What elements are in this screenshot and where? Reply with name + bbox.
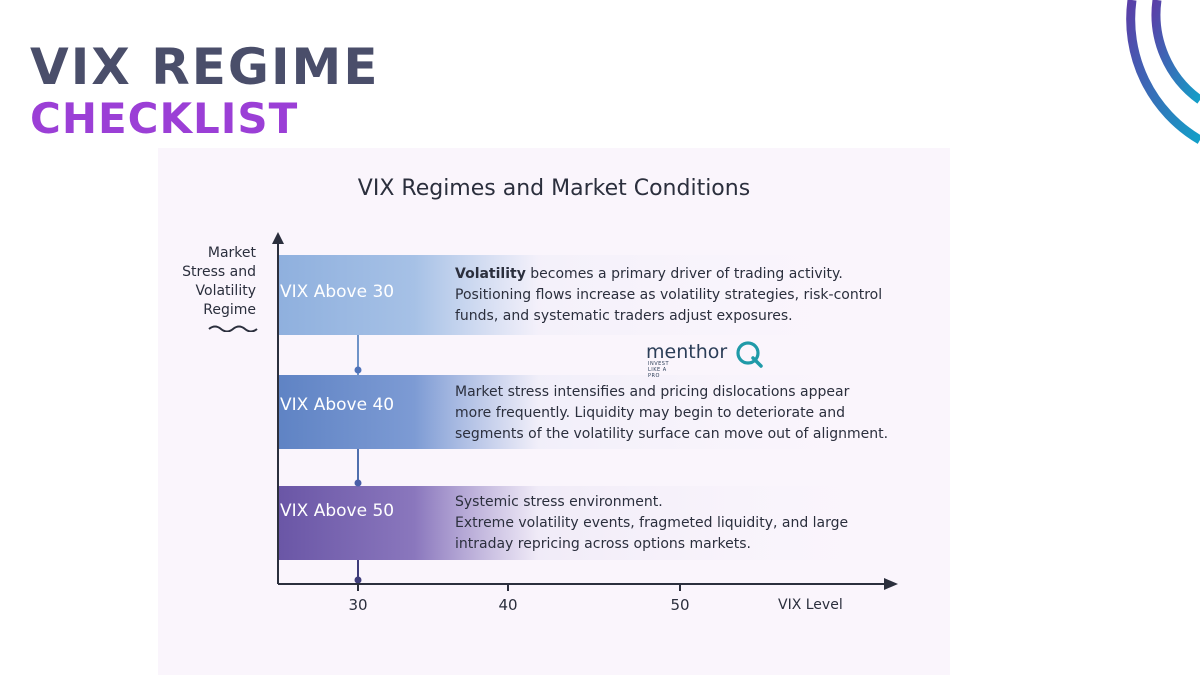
regime-label-30: VIX Above 30 (280, 282, 395, 302)
regime-description-50: Systemic stress environment. Extreme vol… (455, 492, 925, 555)
x-tick-label-40: 40 (498, 596, 518, 614)
logo-wordmark: menthor (646, 341, 728, 363)
regime-description-line: Systemic stress environment. (455, 494, 663, 510)
y-axis-label-line: Stress and (182, 264, 256, 280)
y-axis-label-line: Volatility (195, 283, 256, 299)
regime-band-30 (278, 255, 898, 335)
regime-description-line: segments of the volatility surface can m… (455, 426, 889, 442)
logo-tagline: INVEST LIKE A PRO (648, 361, 670, 379)
regime-band-40 (278, 375, 898, 449)
x-tick-label-30: 30 (348, 596, 368, 614)
x-axis-label: VIX Level (778, 597, 843, 613)
y-axis-label-line: Market (207, 245, 256, 261)
diagram-panel: VIX Regimes and Market Conditions Market… (158, 148, 950, 675)
regime-description-line: intraday repricing across options market… (455, 536, 751, 552)
connector-dot (354, 366, 362, 374)
connector-dot (354, 479, 362, 487)
regime-description-40: Market stress intensifies and pricing di… (455, 382, 925, 445)
regime-description-line: Extreme volatility events, fragmeted liq… (455, 515, 849, 531)
y-axis-arrowhead (272, 232, 284, 244)
regime-band-50 (278, 486, 898, 560)
regime-label-40: VIX Above 40 (280, 395, 395, 415)
corner-arcs-decoration (1126, 0, 1200, 144)
squiggle-decoration (208, 325, 258, 332)
regime-description-line: more frequently. Liquidity may begin to … (455, 405, 845, 421)
slide-title-line-2: CHECKLIST (30, 94, 299, 143)
regime-description-30: Volatility becomes a primary driver of t… (455, 264, 925, 327)
y-axis-label-line: Regime (203, 302, 256, 318)
y-axis-label: Market Stress and Volatility Regime (168, 244, 258, 332)
regime-description-line: Positioning flows increase as volatility… (455, 287, 883, 303)
regime-description-line: Market stress intensifies and pricing di… (455, 384, 850, 400)
inner-arc (1151, 0, 1200, 104)
connector-dot (354, 576, 362, 584)
regime-label-50: VIX Above 50 (280, 501, 395, 521)
x-tick-label-50: 50 (670, 596, 690, 614)
regime-description-line: Volatility becomes a primary driver of t… (455, 266, 843, 282)
regime-lead-word: Volatility (455, 266, 526, 282)
logo-q-icon (736, 341, 763, 368)
slide-title-line-1: VIX REGIME (30, 38, 380, 96)
x-axis-arrowhead (884, 578, 898, 590)
regime-description-line: funds, and systematic traders adjust exp… (455, 308, 793, 324)
diagram-title: VIX Regimes and Market Conditions (357, 176, 751, 201)
slide-title: VIX REGIME CHECKLIST (30, 38, 379, 142)
outer-arc (1126, 0, 1200, 144)
diagram-graphics (272, 232, 898, 591)
